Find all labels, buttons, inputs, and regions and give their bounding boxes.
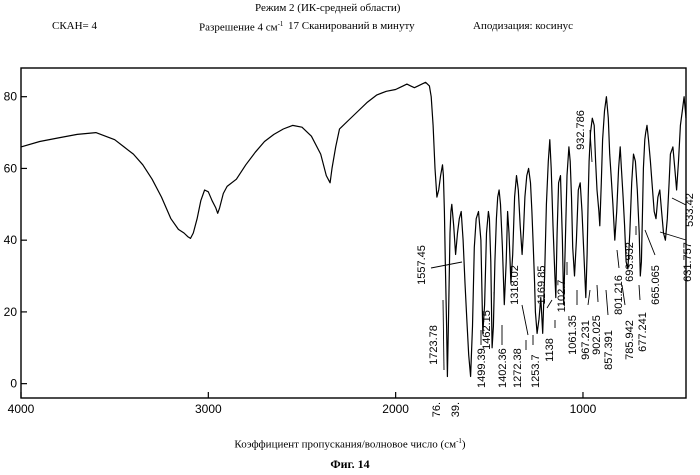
peak-label-7: 1253.7 <box>530 354 542 388</box>
peak-label-21: 631.757 <box>682 242 694 282</box>
peak-label-11: 1061.35 <box>567 315 579 355</box>
peak-label-12: 967.231 <box>580 320 592 360</box>
y-tick-label-0: 0 <box>10 377 17 391</box>
x-tick-label-2: 2000 <box>382 402 409 416</box>
peak-leader-13 <box>589 129 593 163</box>
y-tick-label-4: 80 <box>4 90 18 104</box>
peak-label-0: 1723.78 <box>428 325 440 365</box>
x-tick-label-3: 1000 <box>570 402 597 416</box>
x-tick-label-1: 3000 <box>195 402 222 416</box>
peak-label-17: 785.942 <box>624 320 636 360</box>
peak-leader-20 <box>644 229 656 256</box>
peak-leader-0 <box>442 299 445 371</box>
scans-per-minute: 17 Сканирований в минуту <box>288 20 415 32</box>
peak-label-20: 665.065 <box>650 265 662 305</box>
x-axis-label: Коэффициент пропускания/волновое число (… <box>234 437 466 451</box>
peak-label-19: 677.241 <box>637 312 649 352</box>
x-tick-label-0: 4000 <box>8 402 35 416</box>
peak-leader-17 <box>621 284 626 306</box>
resolution-label: Разрешение 4 см-1 <box>199 20 284 34</box>
peak-label-6: 1272.38 <box>512 348 524 388</box>
apodization-label: Аподизация: косинус <box>473 20 573 32</box>
peak-label-2: 1499.39 <box>476 348 488 388</box>
resolution-unit-sup: -1 <box>277 20 284 28</box>
peak-leader-14 <box>596 284 599 303</box>
peak-label-24: 39. <box>450 402 462 417</box>
peak-label-9: 1138 <box>544 338 556 362</box>
peak-leader-22 <box>671 197 687 206</box>
peak-leader-19 <box>638 284 641 301</box>
peak-label-3: 1462.15 <box>481 310 493 350</box>
peak-leader-16 <box>616 249 620 269</box>
peak-leader-5 <box>521 304 529 336</box>
y-axis: 0 20 40 60 80 <box>4 90 27 391</box>
peak-label-22: 533.42 <box>684 193 696 227</box>
figure-caption: Фиг. 14 <box>330 457 370 471</box>
peak-label-23: 76. <box>431 402 443 417</box>
peak-leader-21 <box>659 231 687 241</box>
scan-count: СКАН= 4 <box>52 20 98 32</box>
plot-area <box>20 81 687 378</box>
peak-label-8: 1169.85 <box>536 266 548 305</box>
y-tick-label-3: 60 <box>4 161 18 175</box>
y-tick-label-1: 20 <box>4 305 18 319</box>
peak-label-15: 857.391 <box>603 330 615 370</box>
peak-label-10: 1102.7 <box>556 280 568 313</box>
peak-leader-1 <box>430 261 463 269</box>
peak-leader-15 <box>605 289 609 316</box>
y-tick-label-2: 40 <box>4 233 18 247</box>
x-axis: 4000 3000 2000 1000 <box>8 392 597 416</box>
peak-label-18: 693.932 <box>624 242 636 282</box>
peak-leader-12 <box>587 289 591 306</box>
x-axis-unit-sup: -1 <box>456 437 462 445</box>
peak-label-14: 902.025 <box>591 315 603 355</box>
spectrum-line <box>20 81 687 378</box>
peak-label-13: 932.786 <box>575 110 587 150</box>
mode-title: Режим 2 (ИК-средней области) <box>255 2 401 14</box>
peak-label-5: 1318.02 <box>509 265 521 305</box>
peak-label-4: 1402.36 <box>497 348 509 388</box>
plot-frame <box>20 67 687 399</box>
peak-leader-8 <box>546 299 553 309</box>
peak-label-1: 1557.45 <box>416 245 428 285</box>
